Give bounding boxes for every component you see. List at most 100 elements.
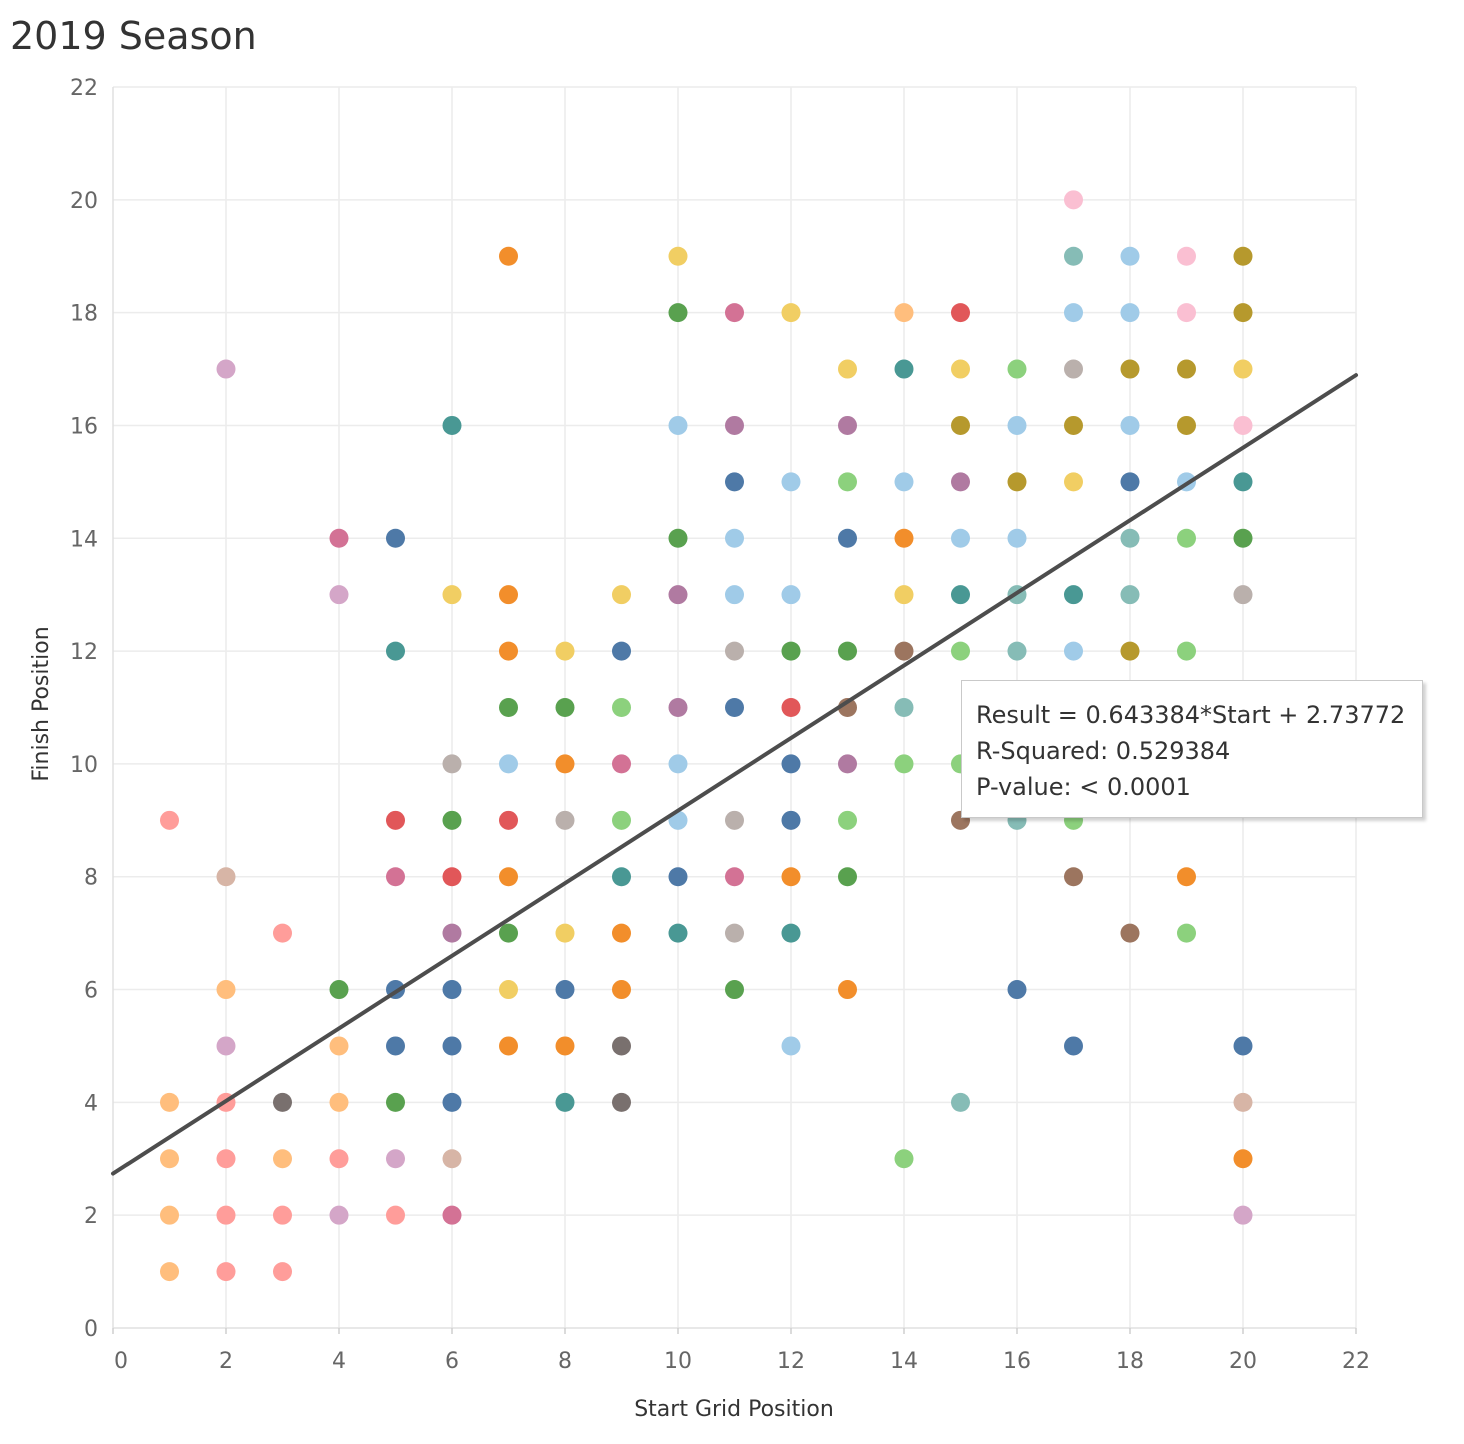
data-point[interactable] bbox=[1233, 303, 1253, 323]
data-point[interactable] bbox=[1007, 415, 1027, 435]
data-point[interactable] bbox=[1233, 472, 1253, 492]
data-point[interactable] bbox=[1120, 359, 1140, 379]
data-point[interactable] bbox=[951, 641, 970, 661]
data-point[interactable] bbox=[1177, 641, 1196, 661]
data-point[interactable] bbox=[781, 641, 801, 661]
data-point[interactable] bbox=[1064, 641, 1083, 661]
data-point[interactable] bbox=[668, 528, 688, 548]
data-point[interactable] bbox=[555, 1036, 575, 1056]
data-point[interactable] bbox=[1177, 923, 1196, 943]
data-point[interactable] bbox=[781, 867, 801, 887]
data-point[interactable] bbox=[1007, 528, 1027, 548]
data-point[interactable] bbox=[442, 415, 462, 435]
data-point[interactable] bbox=[838, 641, 857, 661]
data-point[interactable] bbox=[499, 923, 518, 943]
data-point[interactable] bbox=[1120, 246, 1140, 266]
data-point[interactable] bbox=[555, 641, 575, 661]
data-point[interactable] bbox=[1120, 472, 1140, 492]
data-point[interactable] bbox=[386, 867, 405, 887]
data-point[interactable] bbox=[1120, 923, 1140, 943]
data-point[interactable] bbox=[1233, 1092, 1253, 1112]
data-point[interactable] bbox=[838, 472, 857, 492]
data-point[interactable] bbox=[725, 641, 744, 661]
data-point[interactable] bbox=[442, 810, 462, 830]
data-point[interactable] bbox=[668, 246, 688, 266]
data-point[interactable] bbox=[329, 1036, 349, 1056]
data-point[interactable] bbox=[612, 754, 631, 774]
data-point[interactable] bbox=[668, 585, 688, 605]
data-point[interactable] bbox=[1233, 1205, 1253, 1225]
data-point[interactable] bbox=[1120, 528, 1140, 548]
data-point[interactable] bbox=[216, 867, 236, 887]
data-point[interactable] bbox=[781, 923, 801, 943]
data-point[interactable] bbox=[1177, 303, 1196, 323]
data-point[interactable] bbox=[1064, 867, 1083, 887]
data-point[interactable] bbox=[442, 1205, 462, 1225]
data-point[interactable] bbox=[1177, 359, 1196, 379]
data-point[interactable] bbox=[725, 698, 744, 717]
data-point[interactable] bbox=[499, 867, 518, 887]
data-point[interactable] bbox=[781, 303, 801, 323]
data-point[interactable] bbox=[781, 585, 801, 605]
data-point[interactable] bbox=[725, 810, 744, 830]
data-point[interactable] bbox=[160, 1205, 179, 1225]
data-point[interactable] bbox=[612, 980, 631, 1000]
data-point[interactable] bbox=[386, 1205, 405, 1225]
data-point[interactable] bbox=[499, 585, 518, 605]
data-point[interactable] bbox=[1233, 415, 1253, 435]
data-point[interactable] bbox=[612, 1036, 631, 1056]
data-point[interactable] bbox=[1120, 641, 1140, 661]
data-point[interactable] bbox=[160, 1149, 179, 1169]
data-point[interactable] bbox=[386, 810, 405, 830]
data-point[interactable] bbox=[160, 810, 179, 830]
data-point[interactable] bbox=[781, 698, 801, 717]
data-point[interactable] bbox=[442, 754, 462, 774]
data-point[interactable] bbox=[442, 923, 462, 943]
data-point[interactable] bbox=[894, 1149, 914, 1169]
data-point[interactable] bbox=[216, 1036, 236, 1056]
data-point[interactable] bbox=[725, 472, 744, 492]
data-point[interactable] bbox=[329, 1092, 349, 1112]
data-point[interactable] bbox=[1233, 1036, 1253, 1056]
data-point[interactable] bbox=[386, 528, 405, 548]
data-point[interactable] bbox=[838, 528, 857, 548]
data-point[interactable] bbox=[273, 1149, 292, 1169]
data-point[interactable] bbox=[951, 1092, 970, 1112]
data-point[interactable] bbox=[668, 303, 688, 323]
data-point[interactable] bbox=[894, 698, 914, 717]
data-point[interactable] bbox=[499, 698, 518, 717]
data-point[interactable] bbox=[273, 1205, 292, 1225]
data-point[interactable] bbox=[894, 641, 914, 661]
data-point[interactable] bbox=[894, 585, 914, 605]
data-point[interactable] bbox=[1064, 359, 1083, 379]
data-point[interactable] bbox=[612, 698, 631, 717]
data-point[interactable] bbox=[1007, 472, 1027, 492]
data-point[interactable] bbox=[160, 1262, 179, 1282]
data-point[interactable] bbox=[668, 415, 688, 435]
data-point[interactable] bbox=[1233, 528, 1253, 548]
data-point[interactable] bbox=[1064, 190, 1083, 210]
data-point[interactable] bbox=[838, 415, 857, 435]
data-point[interactable] bbox=[1177, 415, 1196, 435]
data-point[interactable] bbox=[555, 810, 575, 830]
data-point[interactable] bbox=[1064, 1036, 1083, 1056]
data-point[interactable] bbox=[612, 1092, 631, 1112]
data-point[interactable] bbox=[725, 980, 744, 1000]
data-point[interactable] bbox=[668, 754, 688, 774]
data-point[interactable] bbox=[1233, 359, 1253, 379]
data-point[interactable] bbox=[668, 923, 688, 943]
data-point[interactable] bbox=[273, 1262, 292, 1282]
data-point[interactable] bbox=[329, 1149, 349, 1169]
data-point[interactable] bbox=[668, 698, 688, 717]
data-point[interactable] bbox=[216, 980, 236, 1000]
data-point[interactable] bbox=[442, 1036, 462, 1056]
data-point[interactable] bbox=[1007, 980, 1027, 1000]
data-point[interactable] bbox=[329, 528, 349, 548]
data-point[interactable] bbox=[499, 246, 518, 266]
data-point[interactable] bbox=[499, 810, 518, 830]
data-point[interactable] bbox=[1064, 585, 1083, 605]
data-point[interactable] bbox=[1177, 528, 1196, 548]
data-point[interactable] bbox=[781, 810, 801, 830]
data-point[interactable] bbox=[1233, 246, 1253, 266]
data-point[interactable] bbox=[1233, 585, 1253, 605]
